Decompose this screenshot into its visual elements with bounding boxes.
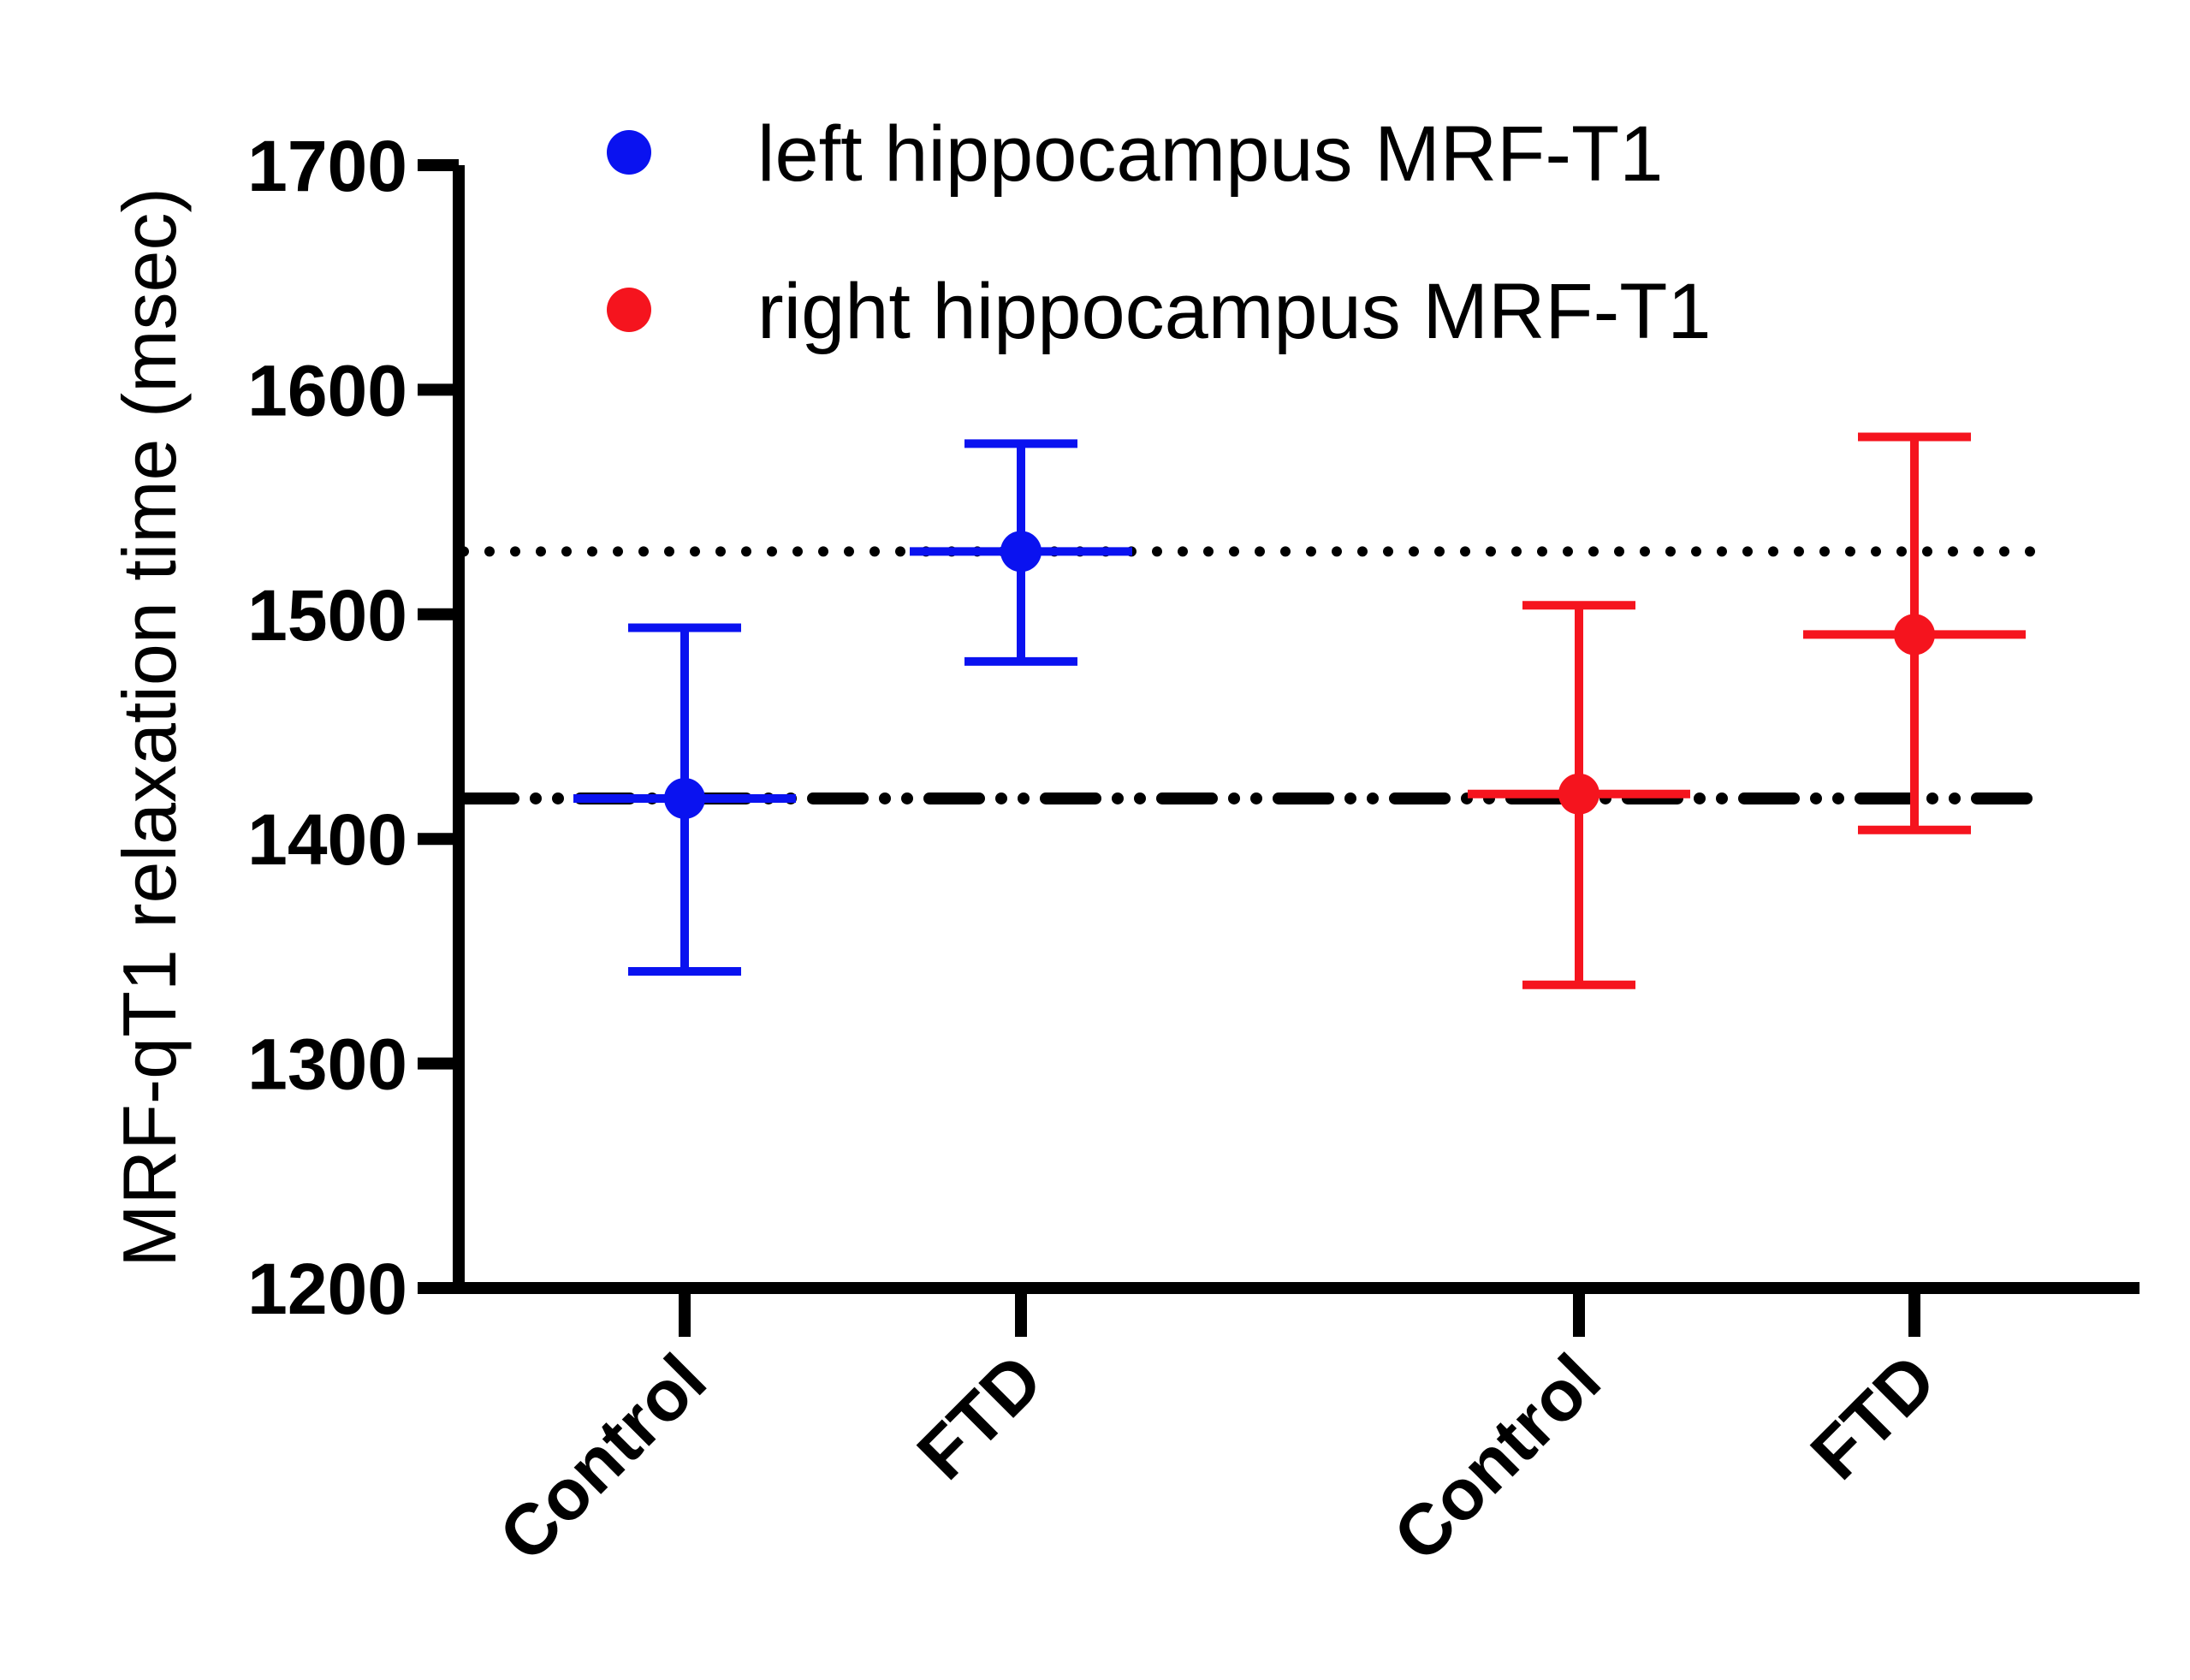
axes [453,165,2140,1294]
y-tick-label: 1200 [247,1249,407,1329]
x-tick-label: Control [1378,1339,1616,1576]
data-point [1803,432,2026,834]
legend-label: right hippocampus MRF-T1 [757,268,1712,355]
y-tick-label: 1500 [247,575,407,656]
y-tick-label: 1700 [247,126,407,206]
data-point [573,623,796,977]
data-points [573,432,2026,989]
y-axis-title: MRF-qT1 relaxation time (msec) [107,187,192,1267]
x-tick-label: FTD [1795,1339,1951,1494]
legend-marker [607,288,651,332]
y-tick-label: 1600 [247,350,407,430]
legend-marker [607,130,651,175]
y-tick-label: 1300 [247,1024,407,1105]
mean-marker [1894,614,1935,656]
mean-marker [1000,531,1042,573]
x-tick-label: FTD [902,1339,1058,1494]
x-tick-label: Control [484,1339,721,1576]
x-ticks: Control FTD Control FTD [484,1294,1951,1576]
legend-label: left hippocampus MRF-T1 [757,110,1663,198]
data-point [910,439,1132,666]
legend: left hippocampus MRF-T1 right hippocampus… [607,110,1712,355]
mean-marker [1558,773,1599,815]
data-point [1468,601,1690,989]
mean-marker [664,777,705,819]
y-tick-label: 1400 [247,799,407,880]
reference-lines [458,546,2043,804]
y-ticks: 1200 1300 1400 1500 1600 1700 [247,126,459,1329]
